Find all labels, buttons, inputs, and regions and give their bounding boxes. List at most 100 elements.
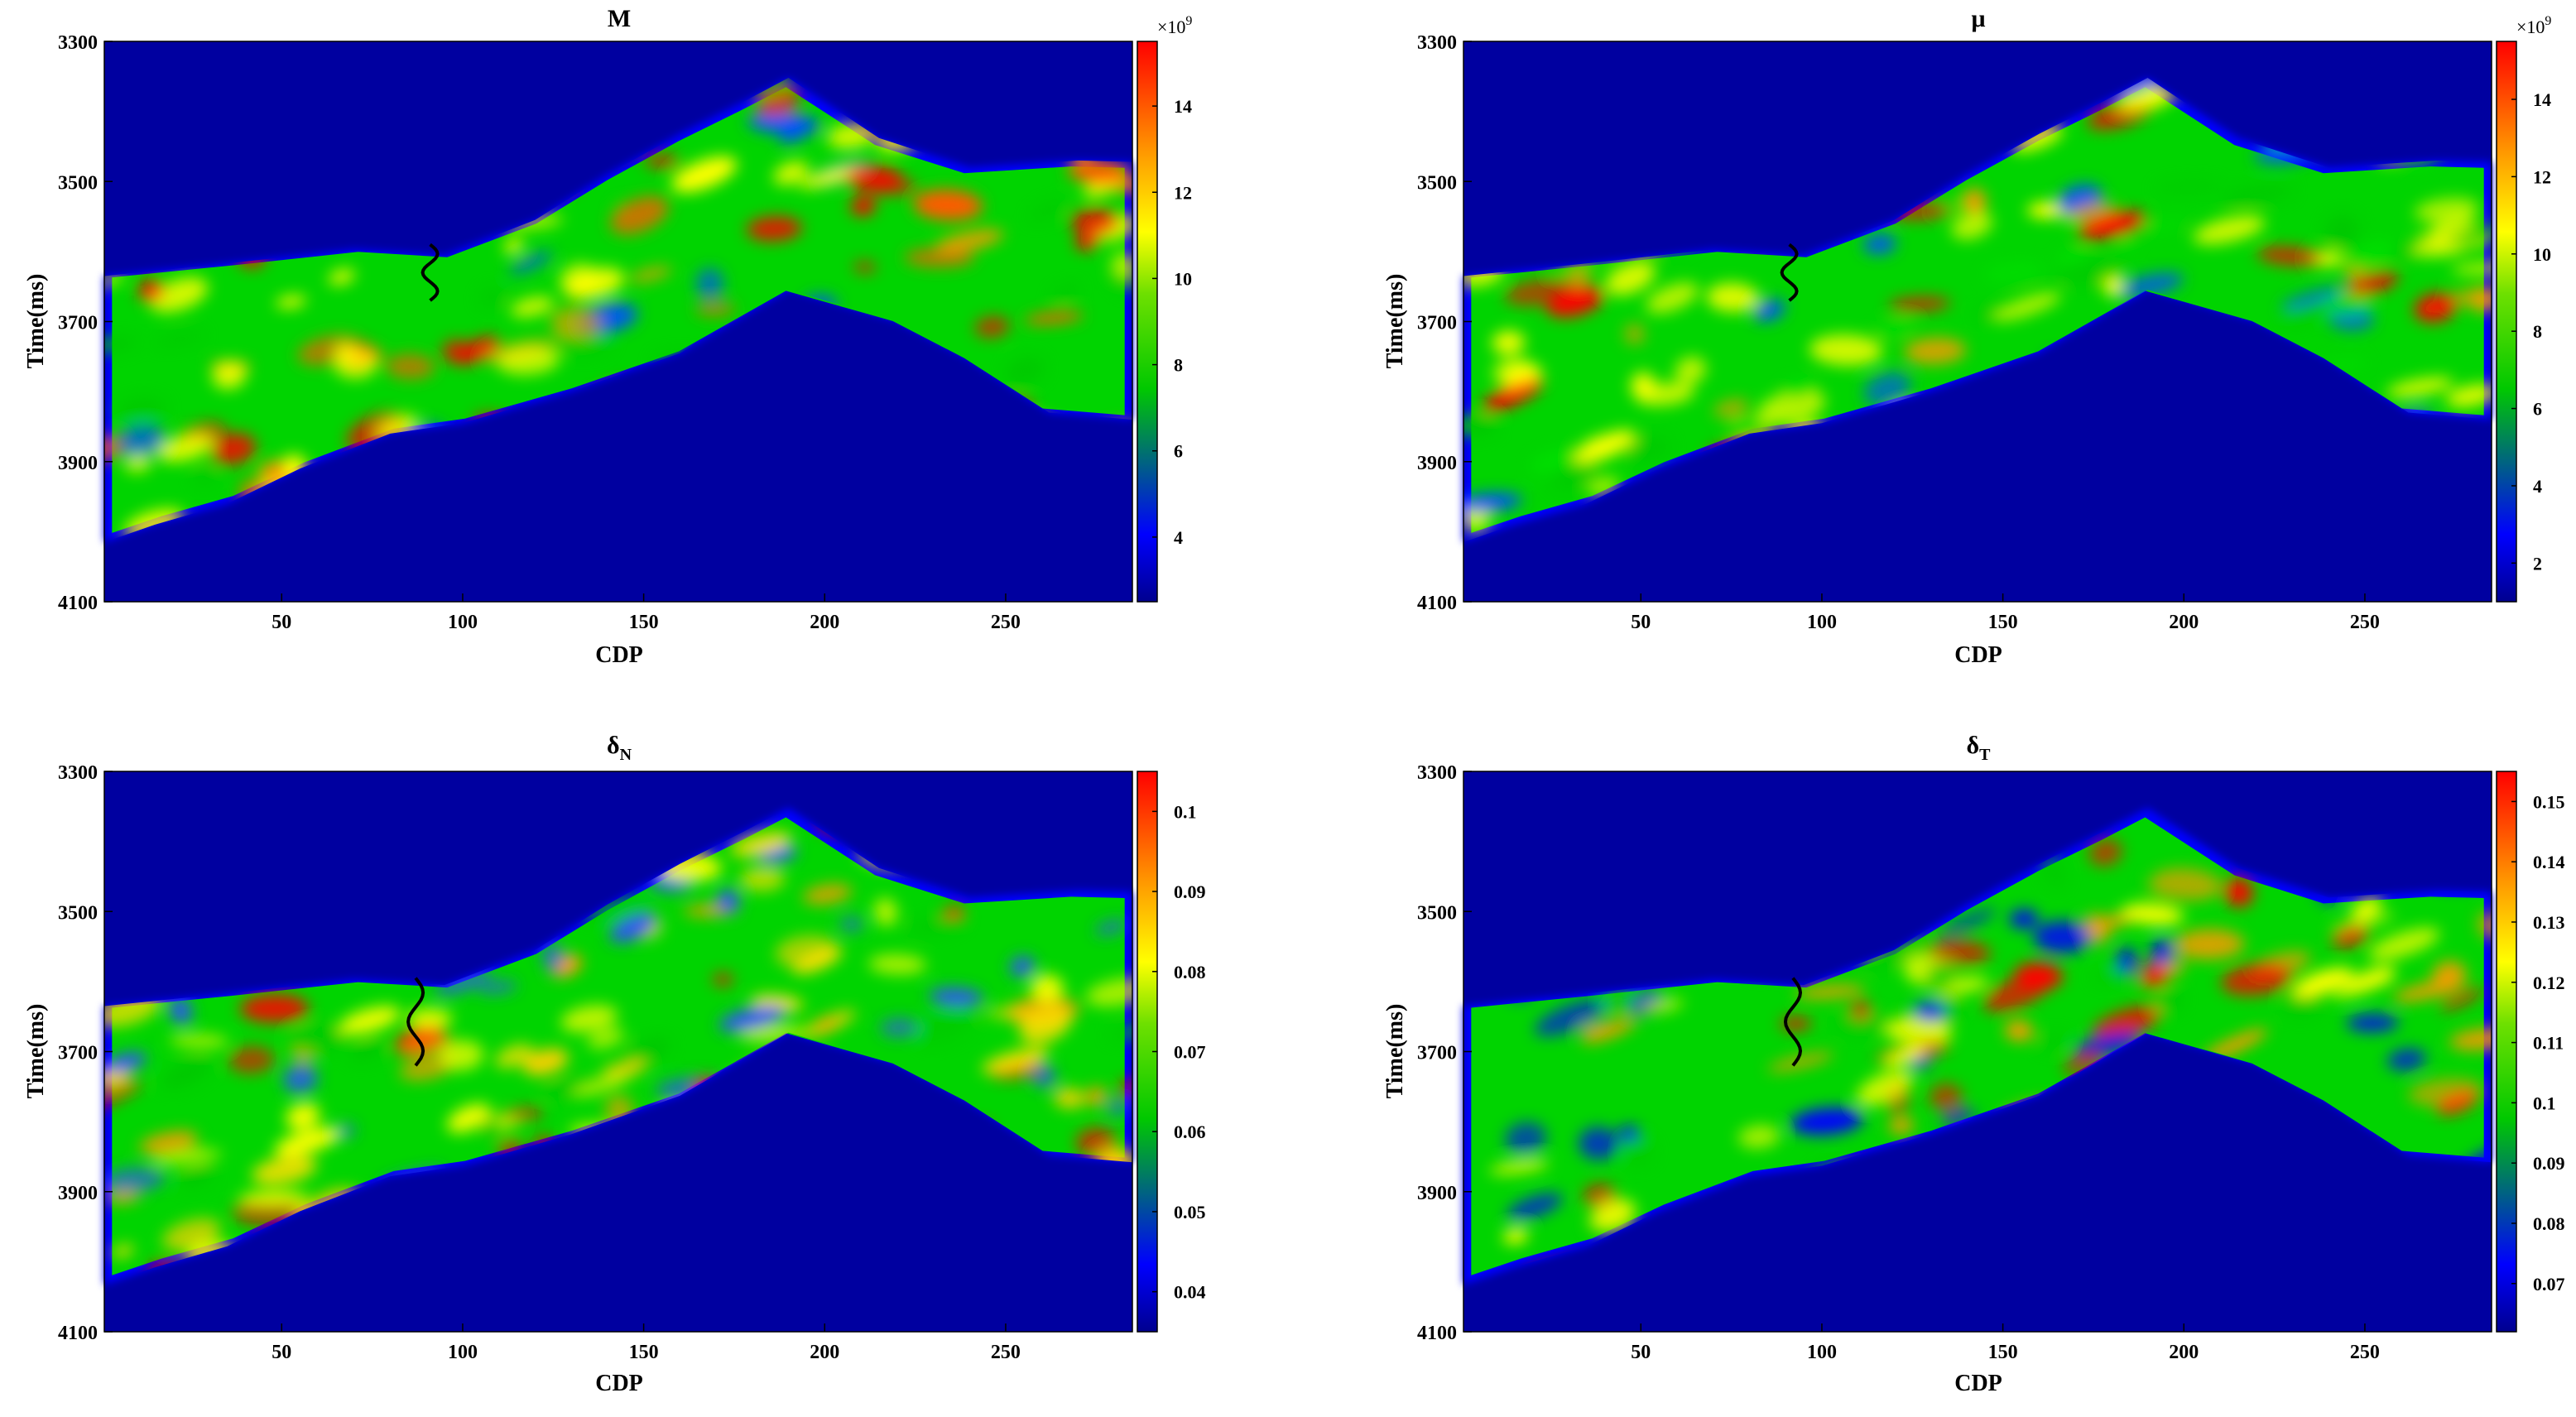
anomaly-blob bbox=[853, 262, 877, 273]
anomaly-blob bbox=[1550, 462, 1599, 490]
anomaly-blob bbox=[2451, 262, 2492, 275]
y-tick-label: 3900 bbox=[58, 1183, 98, 1204]
anomaly-blob bbox=[1068, 160, 1130, 184]
anomaly-blob bbox=[644, 154, 681, 169]
anomaly-blob bbox=[610, 195, 669, 235]
anomaly-blob bbox=[799, 164, 868, 189]
anomaly-blob bbox=[2011, 125, 2064, 152]
anomaly-blob bbox=[178, 1167, 214, 1188]
colorbar-tick-label: 6 bbox=[1174, 441, 1183, 462]
colorbar-tick-label: 0.13 bbox=[2533, 912, 2565, 933]
anomaly-blob bbox=[1492, 358, 1537, 387]
colorbar-tick-label: 8 bbox=[2533, 321, 2542, 342]
x-tick-label: 250 bbox=[991, 1342, 1021, 1363]
y-tick-label: 3900 bbox=[1417, 453, 1457, 474]
anomaly-blob bbox=[1085, 977, 1132, 1007]
anomaly-blob bbox=[2193, 215, 2266, 245]
colorbar: 0.04 0.05 0.06 0.07 0.08 0.09 0.1 bbox=[1137, 771, 1206, 1333]
anomaly-blob bbox=[1757, 390, 1826, 425]
x-axis-label: CDP bbox=[1954, 1371, 2002, 1396]
anomaly-blob bbox=[1504, 278, 1578, 306]
anomaly-blob bbox=[1574, 430, 1636, 464]
anomaly-blob bbox=[104, 1081, 142, 1112]
anomaly-blob bbox=[210, 433, 257, 465]
colorbar-tick-label: 6 bbox=[2533, 399, 2542, 420]
anomaly-blob bbox=[2411, 242, 2465, 257]
anomaly-blob bbox=[2280, 286, 2344, 310]
anomaly-blob bbox=[2449, 1028, 2492, 1050]
y-tick-label: 3300 bbox=[58, 32, 98, 54]
panel-delta-n: δN Time(ms) CDP 50 100 150 200 250 3300 3500 37… bbox=[23, 732, 1206, 1396]
anomaly-blob bbox=[2386, 1048, 2426, 1071]
anomaly-blob bbox=[625, 1037, 670, 1066]
anomaly-blob bbox=[2117, 238, 2138, 250]
anomaly-blob bbox=[1706, 282, 1760, 312]
anomaly-blob bbox=[2331, 913, 2396, 932]
colorbar-tick-label: 0.06 bbox=[1174, 1122, 1206, 1142]
anomaly-blob bbox=[792, 947, 843, 974]
colorbar-tick-label: 0.09 bbox=[1174, 881, 1206, 902]
anomaly-blob bbox=[2121, 903, 2184, 925]
y-axis-label: Time(ms) bbox=[23, 274, 49, 369]
colorbar-tick-label: 0.12 bbox=[2533, 973, 2565, 993]
anomaly-blob bbox=[1951, 211, 1993, 240]
anomaly-blob bbox=[2141, 963, 2168, 988]
anomaly-blob bbox=[139, 1131, 197, 1154]
anomaly-blob bbox=[2026, 201, 2067, 219]
x-tick-label: 50 bbox=[272, 1342, 291, 1363]
anomaly-blob bbox=[503, 238, 523, 253]
anomaly-blob bbox=[156, 433, 214, 463]
anomaly-blob bbox=[1859, 938, 1925, 970]
anomaly-blob bbox=[1605, 261, 1656, 295]
anomaly-blob bbox=[194, 466, 218, 486]
anomaly-blob bbox=[504, 1108, 543, 1120]
colorbar-tick-label: 8 bbox=[1174, 355, 1183, 376]
anomaly-blob bbox=[478, 981, 517, 994]
colorbar-tick-label: 2 bbox=[2533, 553, 2542, 574]
anomaly-blob bbox=[935, 229, 1004, 253]
anomaly-blob bbox=[2346, 1014, 2399, 1032]
x-axis-label: CDP bbox=[595, 1371, 643, 1396]
anomaly-blob bbox=[904, 247, 975, 268]
x-tick-label: 250 bbox=[991, 612, 1021, 633]
colorbar-tick-label: 0.04 bbox=[1174, 1282, 1206, 1303]
x-tick-label: 250 bbox=[2350, 1342, 2380, 1363]
axis-ticks: 50 100 150 200 250 3300 3500 3700 3900 4100 bbox=[1417, 32, 2380, 633]
anomaly-blob bbox=[138, 279, 164, 302]
anomaly-blob bbox=[1738, 1125, 1781, 1149]
x-tick-label: 50 bbox=[1631, 1342, 1651, 1363]
anomaly-blob bbox=[550, 306, 602, 339]
anomaly-blob bbox=[1502, 1228, 1529, 1244]
x-tick-label: 150 bbox=[1988, 612, 2018, 633]
anomaly-blob bbox=[154, 332, 204, 347]
colorbar: 2 4 6 8 10 12 14 bbox=[2496, 41, 2551, 603]
heatmap-plot bbox=[1463, 771, 2492, 1333]
anomaly-blob bbox=[435, 971, 493, 996]
anomaly-blob bbox=[560, 1005, 618, 1033]
anomaly-blob bbox=[2174, 929, 2245, 960]
anomaly-blob bbox=[974, 316, 1010, 338]
anomaly-blob bbox=[1794, 984, 1866, 999]
colorbar-gradient bbox=[1137, 41, 1158, 603]
anomaly-blob bbox=[695, 267, 724, 300]
anomaly-blob bbox=[1117, 1078, 1132, 1096]
well-log-curve bbox=[1783, 977, 1803, 1067]
y-tick-label: 3500 bbox=[58, 172, 98, 194]
x-tick-label: 200 bbox=[2169, 1342, 2199, 1363]
anomaly-blob bbox=[1992, 291, 2062, 321]
anomaly-blob bbox=[123, 454, 151, 473]
anomaly-blob bbox=[494, 1044, 534, 1069]
anomaly-blob bbox=[1624, 323, 1646, 345]
anomaly-blob bbox=[747, 112, 821, 135]
anomaly-blob bbox=[509, 252, 553, 275]
heatmap-plot bbox=[103, 41, 1133, 603]
anomaly-blob bbox=[1904, 337, 1967, 365]
anomaly-blob bbox=[1753, 300, 1785, 322]
anomaly-blob bbox=[212, 361, 247, 390]
anomaly-blob bbox=[1507, 1193, 1563, 1221]
anomaly-blob bbox=[1940, 908, 1997, 935]
anomaly-blob bbox=[572, 1073, 632, 1097]
anomaly-blob bbox=[289, 1024, 346, 1054]
anomaly-blob bbox=[1053, 1088, 1086, 1109]
anomaly-blob bbox=[1809, 334, 1883, 366]
